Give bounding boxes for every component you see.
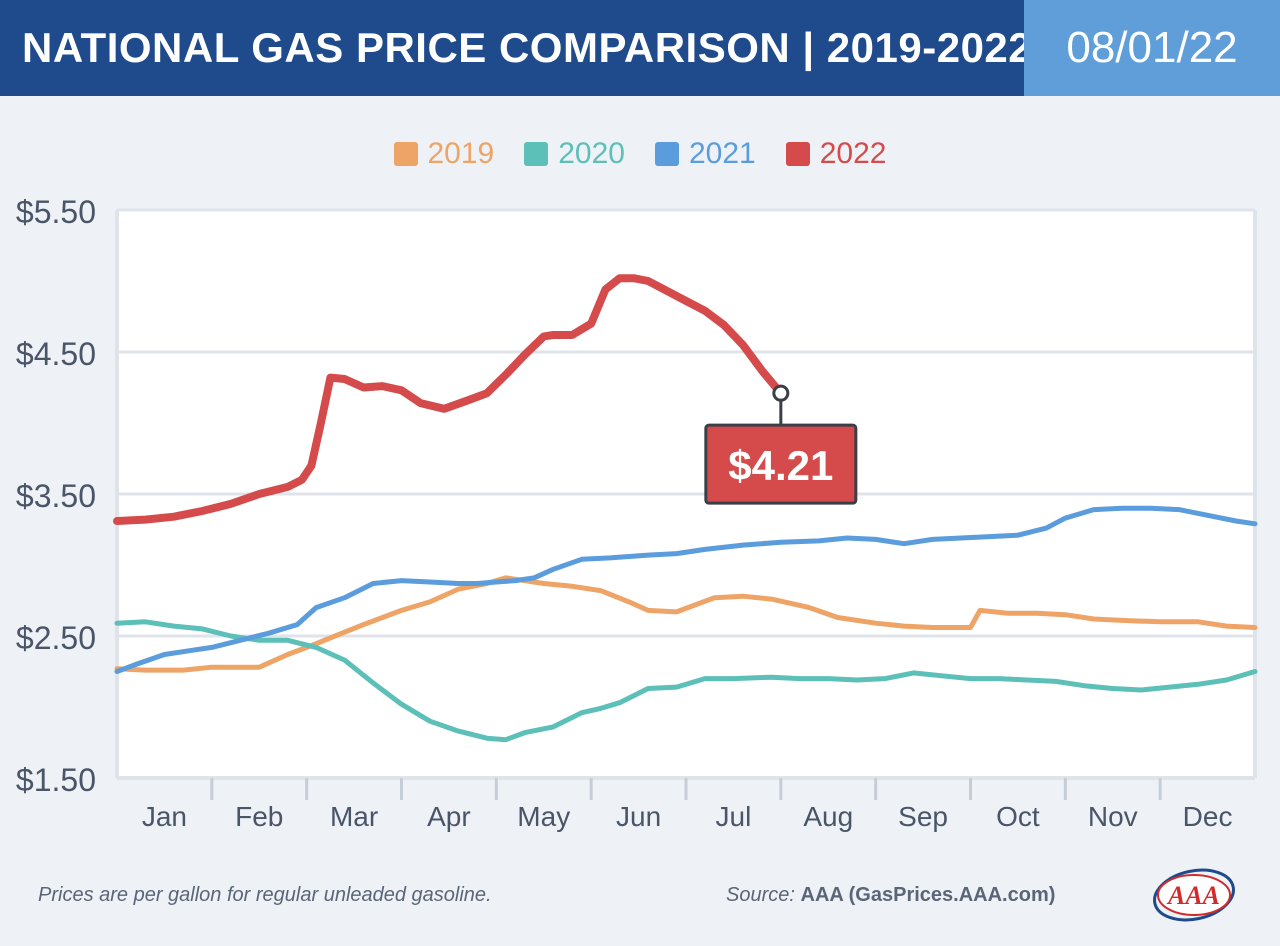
x-tick-label: Sep bbox=[898, 801, 948, 832]
source-value: AAA (GasPrices.AAA.com) bbox=[800, 884, 1056, 906]
legend-item-2020: 2020 bbox=[524, 137, 625, 171]
x-tick-label: Feb bbox=[235, 801, 283, 832]
y-tick-label: $3.50 bbox=[16, 478, 96, 514]
svg-text:AAA: AAA bbox=[1166, 881, 1220, 910]
series-line-2020 bbox=[114, 619, 1258, 743]
page-title: NATIONAL GAS PRICE COMPARISON | 2019-202… bbox=[22, 24, 1033, 71]
source-credit: Source: AAA (GasPrices.AAA.com) bbox=[726, 884, 1055, 907]
x-tick-label: Jan bbox=[142, 801, 187, 832]
chart-legend: 2019 2020 2021 2022 bbox=[0, 132, 1280, 176]
x-tick-label: May bbox=[517, 801, 570, 832]
legend-item-2021: 2021 bbox=[655, 137, 756, 171]
callout-point bbox=[772, 384, 790, 402]
x-tick-label: Jun bbox=[616, 801, 661, 832]
x-tick-label: Dec bbox=[1183, 801, 1233, 832]
y-tick-label: $2.50 bbox=[16, 620, 96, 656]
source-label: Source: bbox=[726, 884, 795, 906]
legend-item-2019: 2019 bbox=[393, 137, 495, 171]
x-tick-label: Jul bbox=[716, 801, 752, 832]
header-bar: NATIONAL GAS PRICE COMPARISON | 2019-202… bbox=[0, 0, 1280, 96]
y-tick-labels: $5.50 $4.50 $3.50 $2.50 $1.50 bbox=[16, 194, 96, 798]
legend-swatch-2022 bbox=[785, 142, 810, 166]
y-tick-label: $1.50 bbox=[16, 762, 96, 798]
series-line-2022 bbox=[113, 274, 785, 525]
legend-swatch-2019 bbox=[393, 142, 418, 166]
x-tick-label: Oct bbox=[996, 801, 1040, 832]
aaa-logo: AAA bbox=[1153, 868, 1235, 922]
x-tick-label: Nov bbox=[1088, 801, 1138, 832]
series-line-2021 bbox=[114, 505, 1258, 674]
series-line-2019 bbox=[114, 575, 1258, 673]
x-tick-label: Aug bbox=[803, 801, 853, 832]
x-tick-label: Apr bbox=[427, 801, 471, 832]
y-tick-label: $5.50 bbox=[16, 194, 96, 230]
date-badge: 08/01/22 bbox=[1024, 0, 1280, 96]
x-tick-label: Mar bbox=[330, 801, 378, 832]
footnote: Prices are per gallon for regular unlead… bbox=[38, 884, 492, 906]
legend-item-2022: 2022 bbox=[785, 137, 887, 171]
legend-label-2019: 2019 bbox=[427, 137, 495, 170]
legend-swatch-2021 bbox=[655, 142, 679, 166]
legend-label-2022: 2022 bbox=[819, 137, 887, 170]
callout-box bbox=[704, 423, 858, 505]
callout-label: $4.21 bbox=[728, 442, 833, 489]
legend-label-2021: 2021 bbox=[689, 137, 756, 170]
price-callout: $4.21 bbox=[704, 384, 858, 505]
series-lines bbox=[113, 274, 1258, 743]
legend-label-2020: 2020 bbox=[558, 137, 625, 170]
legend-swatch-2020 bbox=[524, 142, 549, 166]
x-tick-labels: Jan Feb Mar Apr May Jun Jul Aug Sep Oct Nov Dec bbox=[142, 778, 1233, 832]
y-tick-label: $4.50 bbox=[16, 336, 96, 372]
